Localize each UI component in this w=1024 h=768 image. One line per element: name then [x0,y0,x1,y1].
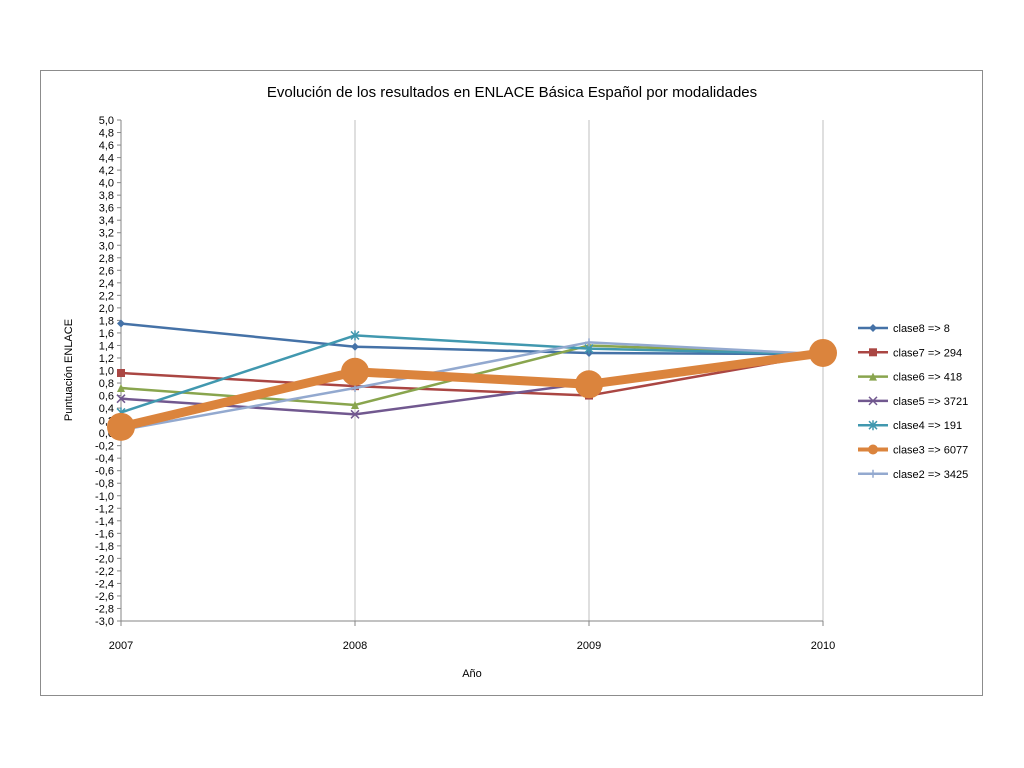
legend-item: clase4 => 191 [858,420,962,432]
data-point [585,338,593,347]
y-tick-label: -0,2 [95,441,114,453]
y-tick-label: 3,6 [99,203,114,215]
x-tick-label: 2007 [109,640,133,652]
series-line [120,352,824,397]
data-point [869,348,877,357]
y-tick-label: 2,8 [99,253,114,265]
y-tick-label: 2,4 [99,278,114,290]
data-point [869,469,877,478]
y-tick-label: 0,6 [99,391,114,403]
y-tick-label: 3,2 [99,228,114,240]
y-tick-label: -2,6 [95,591,114,603]
legend-item: clase3 => 6077 [858,444,968,457]
data-point [868,396,878,406]
legend-label: clase5 => 3721 [893,396,968,408]
y-tick-label: -0,6 [95,466,114,478]
series-group [107,319,837,441]
y-tick-label: -3,0 [95,616,114,628]
series-clase5 [116,349,828,419]
data-point [575,370,603,399]
legend-label: clase2 => 3425 [893,469,968,481]
y-tick-label: -1,8 [95,541,114,553]
y-tick-label: 2,0 [99,303,114,315]
data-point [868,444,878,455]
legend-label: clase7 => 294 [893,347,962,359]
legend: clase8 => 8 clase7 => 294 clase6 => 418 cla… [858,323,968,481]
data-point [350,330,360,341]
data-point [868,420,878,431]
data-point [351,342,359,351]
data-point [350,409,360,419]
legend-item: clase8 => 8 [858,323,950,335]
series-line [119,348,824,432]
series-line [120,341,824,432]
data-point [869,372,877,381]
legend-item: clase5 => 3721 [858,396,968,408]
x-tick-label: 2008 [343,640,367,652]
y-tick-label: -2,0 [95,553,114,565]
y-tick-label: 1,4 [99,340,114,352]
series-clase3 [107,338,837,441]
y-tick-label: -1,4 [95,516,114,528]
data-point [341,357,369,386]
y-tick-label: 0,8 [99,378,114,390]
data-point [869,324,877,332]
y-tick-label: -1,0 [95,491,114,503]
y-tick-label: -2,8 [95,603,114,615]
legend-label: clase8 => 8 [893,323,950,335]
legend-item: clase7 => 294 [858,347,962,359]
y-tick-label: -0,8 [95,478,114,490]
y-tick-label: -1,2 [95,503,114,515]
data-point [107,412,135,441]
y-tick-label: 1,6 [99,328,114,340]
legend-item: clase6 => 418 [858,372,962,384]
data-point [117,369,125,378]
legend-item: clase2 => 3425 [858,469,968,481]
data-point [809,338,837,367]
series-line [120,334,824,414]
x-tick-label: 2009 [577,640,601,652]
y-tick-label: -2,4 [95,578,114,590]
y-tick-label: -1,6 [95,528,114,540]
y-tick-labels: -3,0-2,8-2,6-2,4-2,2-2,0-1,8-1,6-1,4-1,2… [95,115,121,628]
y-tick-label: 4,4 [99,153,114,165]
y-tick-label: 2,6 [99,265,114,277]
y-tick-label: 4,8 [99,128,114,140]
y-tick-label: -0,4 [95,453,114,465]
y-tick-label: 3,0 [99,240,114,252]
data-point [117,319,125,328]
y-tick-label: 3,8 [99,190,114,202]
data-point [116,394,126,404]
y-tick-label: 4,6 [99,140,114,152]
y-tick-label: -2,2 [95,566,114,578]
legend-label: clase4 => 191 [893,420,962,432]
data-point [117,384,125,393]
data-point [351,400,359,409]
y-tick-label: 2,2 [99,290,114,302]
y-tick-label: 4,2 [99,165,114,177]
y-tick-label: 1,0 [99,366,114,378]
x-tick-label: 2010 [811,640,835,652]
x-tick-labels: 2007 2008 2009 2010 [109,621,835,652]
y-tick-label: 3,4 [99,215,114,227]
y-tick-label: 1,2 [99,353,114,365]
series-line [120,322,824,356]
x-axis-label: Año [462,668,482,680]
chart-title: Evolución de los resultados en ENLACE Bá… [267,84,757,101]
legend-label: clase3 => 6077 [893,445,968,457]
y-tick-label: 0,4 [99,403,114,415]
y-tick-label: 1,8 [99,315,114,327]
legend-label: clase6 => 418 [893,372,962,384]
chart-frame [40,70,983,696]
y-tick-label: 4,0 [99,178,114,190]
y-tick-label: 5,0 [99,115,114,127]
y-axis-label: Puntuación ENLACE [63,319,75,421]
